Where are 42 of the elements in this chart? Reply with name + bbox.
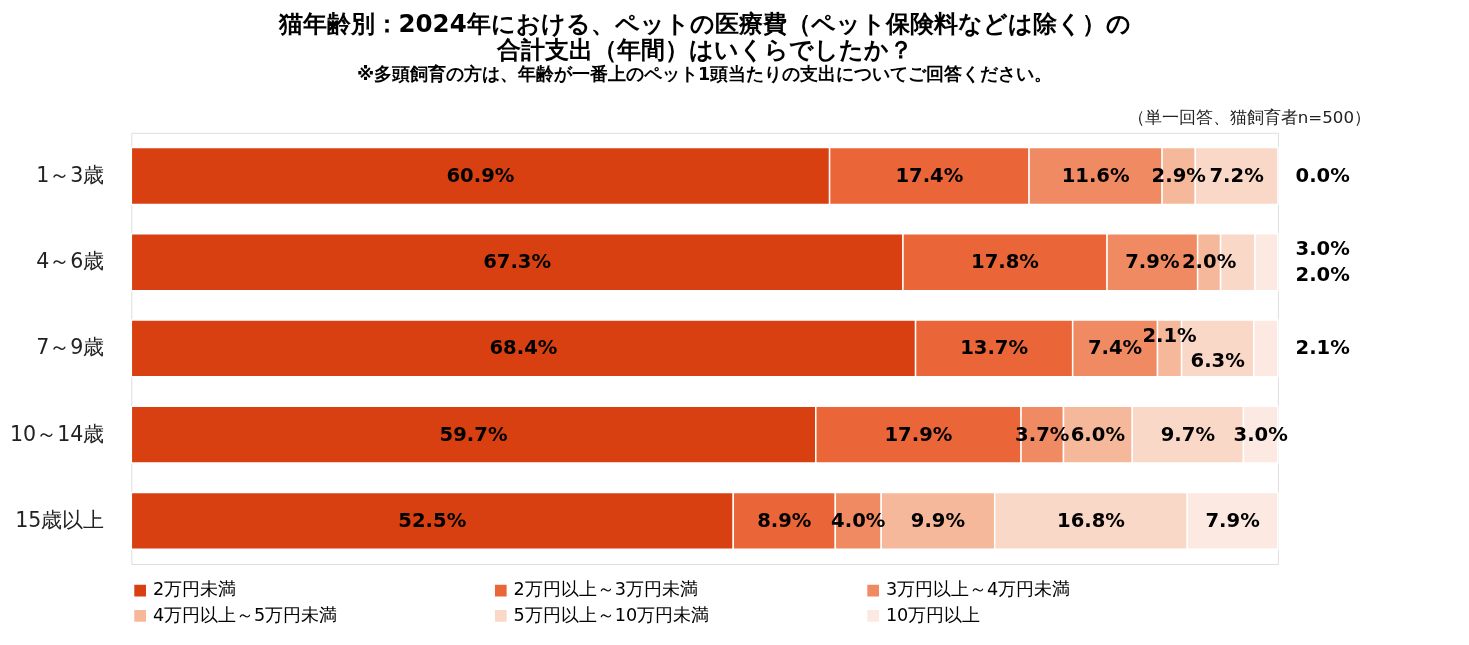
data-label: 0.0% — [1295, 163, 1350, 187]
data-label: 9.9% — [910, 508, 966, 532]
data-label: 8.9% — [757, 508, 812, 532]
data-label: 6.3% — [1190, 349, 1245, 373]
y-tick-label: 1～3歳 — [36, 162, 105, 187]
data-label: 52.5% — [398, 508, 467, 532]
legend-label: 2万円未満 — [152, 579, 237, 600]
legend-label: 4万円以上～5万円未満 — [152, 604, 338, 625]
data-label: 2.9% — [1151, 163, 1206, 187]
data-label: 7.9% — [1125, 250, 1180, 274]
data-label: 59.7% — [439, 422, 508, 446]
data-label: 17.8% — [971, 250, 1039, 274]
data-label: 16.8% — [1057, 508, 1125, 532]
data-label: 11.6% — [1061, 163, 1130, 187]
text: 猫年齢別：2024年における、ペットの医療費（ペット保険料などは除く）の — [278, 8, 1131, 38]
legend-label: 10万円以上 — [885, 604, 981, 625]
data-label: 17.4% — [895, 163, 964, 187]
y-tick-label: 4～6歳 — [36, 249, 105, 274]
y-tick-label: 15歳以上 — [15, 507, 105, 532]
data-label: 7.2% — [1209, 163, 1264, 187]
data-label: 17.9% — [884, 422, 953, 446]
data-label: 2.1% — [1142, 323, 1197, 347]
data-label: 3.0% — [1233, 422, 1288, 446]
legend-label: 5万円以上～10万円未満 — [513, 604, 710, 625]
data-label: 2.0% — [1181, 250, 1237, 274]
chart-subtitle: ※多頭飼育の方は、年齢が一番上のペット1頭当たりの支出についてご回答ください。 — [356, 62, 1053, 84]
data-label: 67.3% — [483, 250, 552, 274]
legend-label: 2万円以上～3万円未満 — [513, 579, 698, 600]
data-label: 13.7% — [960, 336, 1029, 360]
data-label: 2.1% — [1295, 336, 1350, 360]
data-label: 7.9% — [1205, 508, 1260, 532]
data-label: 68.4% — [489, 336, 558, 360]
data-label: 6.0% — [1070, 422, 1126, 446]
y-tick-label: 10～14歳 — [10, 421, 105, 446]
legend-label: 3万円以上～4万円未満 — [885, 579, 1071, 600]
text: （単一回答、猫飼育者n=500） — [1127, 108, 1371, 127]
data-label: 7.4% — [1087, 336, 1143, 360]
y-tick-label: 7～9歳 — [36, 335, 105, 360]
data-label: 9.7% — [1160, 422, 1216, 446]
data-label: 60.9% — [446, 163, 515, 187]
data-label: 3.0% — [1295, 237, 1350, 261]
data-label: 2.0% — [1295, 262, 1350, 286]
